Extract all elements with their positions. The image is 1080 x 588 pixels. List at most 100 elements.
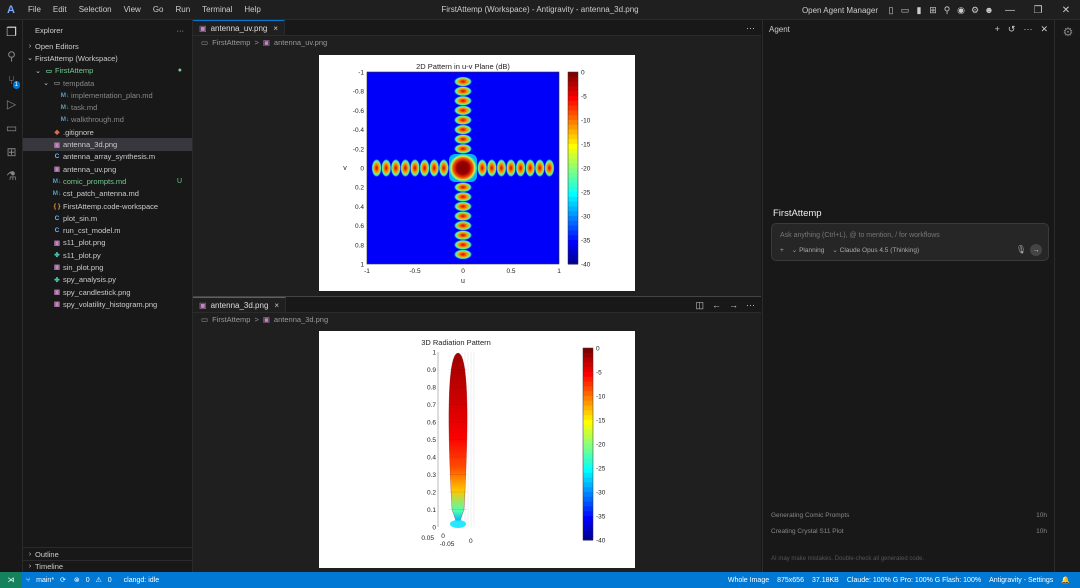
file-item[interactable]: ✤ spy_analysis.py <box>23 274 192 286</box>
new-chat-icon[interactable]: + <box>994 23 1000 34</box>
extensions-icon[interactable]: ⊞ <box>6 145 17 159</box>
folder-tempdata[interactable]: ⌄ ▭ tempdata <box>43 78 95 88</box>
quota-status[interactable]: Claude: 100% G Pro: 100% G Flash: 100% <box>846 576 982 584</box>
file-item[interactable]: ◆ .gitignore <box>23 126 192 138</box>
menu-view[interactable]: View <box>123 5 141 14</box>
close-window-icon[interactable]: ✕ <box>1061 4 1071 16</box>
breadcrumb-root[interactable]: FirstAttemp <box>212 38 251 47</box>
menu-help[interactable]: Help <box>244 5 261 14</box>
file-item[interactable]: ▣ spy_volatility_histogram.png <box>23 298 192 310</box>
file-type-icon: ▣ <box>53 239 61 247</box>
open-editors-section[interactable]: › Open Editors <box>28 41 79 51</box>
y-tick-label: -0.4 <box>353 127 365 134</box>
more-actions-icon[interactable]: ··· <box>746 23 755 33</box>
back-icon[interactable]: ← <box>712 300 721 310</box>
task-time: 10h <box>1036 528 1047 535</box>
file-item[interactable]: ▣ s11_plot.png <box>23 237 192 249</box>
open-agent-manager-button[interactable]: Open Agent Manager <box>801 5 878 15</box>
menu-edit[interactable]: Edit <box>52 5 67 14</box>
tab-antenna-uv[interactable]: ▣ antenna_uv.png × <box>193 20 286 35</box>
breadcrumb-root[interactable]: FirstAttemp <box>212 315 251 324</box>
problems-status[interactable]: ⊗ 0 ⚠ 0 <box>73 577 112 584</box>
remote-icon[interactable]: ⋊ <box>0 572 22 588</box>
x-tick-label: 0 <box>469 538 473 545</box>
file-item[interactable]: M↓ implementation_plan.md <box>23 89 192 101</box>
menu-go[interactable]: Go <box>152 5 164 14</box>
sidelobe-u <box>486 159 497 177</box>
file-item[interactable]: ▣ antenna_uv.png <box>23 163 192 175</box>
menu-terminal[interactable]: Terminal <box>202 5 233 14</box>
minimize-icon[interactable]: — <box>1005 4 1015 16</box>
close-tab-icon[interactable]: × <box>273 23 279 33</box>
tab-antenna-3d[interactable]: ▣ antenna_3d.png × <box>193 297 287 312</box>
breadcrumb: ▭ FirstAttemp > ▣ antenna_3d.png <box>193 313 761 326</box>
restore-icon[interactable]: ❐ <box>1033 4 1043 16</box>
settings-status[interactable]: Antigravity - Settings <box>989 576 1054 584</box>
breadcrumb-separator: > <box>254 315 259 324</box>
forward-icon[interactable]: → <box>729 300 738 310</box>
search-view-icon[interactable]: ⚲ <box>7 49 16 63</box>
editor-split-divider[interactable] <box>193 296 761 297</box>
file-item[interactable]: ✤ s11_plot.py <box>23 249 192 261</box>
mode-dropdown[interactable]: ⌄ Planning <box>791 247 825 254</box>
add-context-button[interactable]: + <box>780 246 784 254</box>
explorer-more-button[interactable]: ··· <box>176 25 185 35</box>
remote-explorer-icon[interactable]: ▭ <box>5 121 18 135</box>
source-control-icon[interactable]: ⑂ 1 <box>7 73 20 89</box>
file-item[interactable]: ▣ antenna_3d.png <box>23 138 192 151</box>
testing-icon[interactable]: ⚗ <box>6 169 17 183</box>
file-label: FirstAttemp.code-workspace <box>63 201 159 211</box>
file-type-icon: { } <box>53 202 61 210</box>
outline-section[interactable]: › Outline <box>23 547 193 559</box>
file-item[interactable]: M↓ comic_prompts.md U <box>23 175 192 187</box>
avatar[interactable]: ☻ <box>984 5 994 15</box>
folder-firstattemp[interactable]: ⌄ ▭ FirstAttemp ● <box>35 66 182 76</box>
branch-status[interactable]: ⑂ main* ⟳ <box>26 577 66 584</box>
menu-selection[interactable]: Selection <box>78 5 112 14</box>
file-item[interactable]: M↓ walkthrough.md <box>23 114 192 126</box>
status-bar: ⋊ ⑂ main* ⟳ ⊗ 0 ⚠ 0 clangd: idle Whole I… <box>0 572 1080 588</box>
microphone-icon[interactable]: 🎙 <box>1015 245 1026 254</box>
more-actions-icon[interactable]: ··· <box>746 300 755 310</box>
layout-icon[interactable]: ⊞ <box>929 4 937 15</box>
task-item[interactable]: Generating Comic Prompts 10h <box>771 512 1047 519</box>
account-icon[interactable]: ◉ <box>957 4 965 15</box>
sidelobe-u <box>534 159 545 177</box>
search-icon[interactable]: ⚲ <box>943 4 951 15</box>
gear-icon[interactable]: ⚙ <box>970 4 980 15</box>
send-button[interactable]: → <box>1030 244 1042 256</box>
agent-chat-input[interactable]: Ask anything (Ctrl+L), @ to mention, / f… <box>771 223 1049 261</box>
breadcrumb-file[interactable]: antenna_3d.png <box>273 315 329 324</box>
menu-file[interactable]: File <box>28 5 41 14</box>
menu-run[interactable]: Run <box>175 5 191 14</box>
toggle-panel-icon[interactable]: ▭ <box>900 4 910 15</box>
file-item[interactable]: ▣ sin_plot.png <box>23 261 192 273</box>
run-debug-icon[interactable]: ▷ <box>6 97 17 111</box>
toggle-secondary-sidebar-icon[interactable]: ▮ <box>916 4 922 15</box>
toggle-sidebar-icon[interactable]: ▯ <box>888 4 894 15</box>
agent-icon[interactable]: ⚙ <box>1062 25 1074 39</box>
breadcrumb-file[interactable]: antenna_uv.png <box>273 38 328 47</box>
file-item[interactable]: { } FirstAttemp.code-workspace <box>23 200 192 212</box>
bell-icon[interactable]: 🔔 <box>1061 577 1070 584</box>
task-item[interactable]: Creating Crystal S11 Plot 10h <box>771 528 1047 535</box>
workspace-section[interactable]: ⌄ FirstAttemp (Workspace) <box>27 53 118 63</box>
history-icon[interactable]: ↺ <box>1007 23 1016 34</box>
timeline-section[interactable]: › Timeline <box>23 559 193 572</box>
explorer-icon[interactable]: ❐ <box>6 25 17 39</box>
file-item[interactable]: M↓ cst_patch_antenna.md <box>23 188 192 200</box>
split-editor-icon[interactable]: ◫ <box>695 299 704 310</box>
clangd-status[interactable]: clangd: idle <box>123 576 160 584</box>
file-item[interactable]: M↓ task.md <box>23 101 192 113</box>
more-actions-icon[interactable]: ··· <box>1023 23 1033 34</box>
file-label: run_cst_model.m <box>63 226 121 236</box>
close-panel-icon[interactable]: ✕ <box>1040 23 1048 34</box>
file-label: spy_analysis.py <box>63 275 116 285</box>
file-item[interactable]: ▣ spy_candlestick.png <box>23 286 192 298</box>
model-dropdown[interactable]: ⌄ Claude Opus 4.5 (Thinking) <box>832 247 920 254</box>
image-mode-status[interactable]: Whole Image <box>727 576 770 584</box>
close-tab-icon[interactable]: × <box>274 300 280 310</box>
